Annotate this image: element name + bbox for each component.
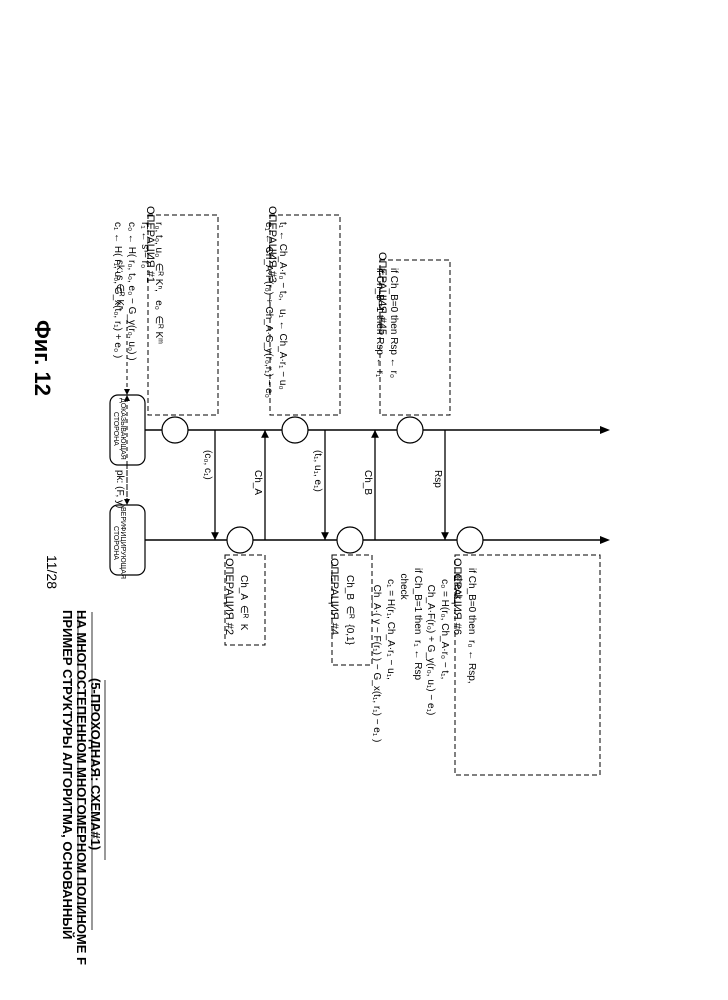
op45-body: if Ch_B=0 then Rsp ← r₀ if Ch_B=1 then R… bbox=[373, 268, 400, 378]
prover-node-label: ДОКАЗЫВАЮЩАЯ СТОРОНА bbox=[112, 398, 126, 460]
msg-chb: Ch_B bbox=[362, 470, 373, 495]
op4-body: Ch_B ∈ᴿ {0,1} bbox=[343, 575, 357, 645]
msg-rsp: Rsp bbox=[432, 470, 443, 488]
title-line-1: ПРИМЕР СТРУКТУРЫ АЛГОРИТМА, ОСНОВАННЫЙ bbox=[60, 610, 75, 939]
op2-body: Ch_A ∈ᴿ K bbox=[237, 575, 251, 630]
op1-body: r₀, t₀, u₀ ∈ᴿ Kⁿ, e₀ ∈ᴿ Kᵐ r₁ ← s − r₀ c… bbox=[111, 222, 165, 361]
msg-c0c1: (c₀, c₁) bbox=[202, 450, 213, 480]
pk-label: pk: (F, y) bbox=[114, 470, 125, 508]
figure-label: Фиг. 12 bbox=[29, 320, 55, 396]
msg-cha: Ch_A bbox=[252, 470, 263, 495]
diagram-svg bbox=[0, 0, 728, 1000]
op4-label: ОПЕРАЦИЯ #4 bbox=[328, 558, 340, 635]
page: 11/28 Фиг. 12 ПРИМЕР СТРУКТУРЫ АЛГОРИТМА… bbox=[0, 0, 728, 1000]
msg-t1u1e1: (t₁, u₁, e₁) bbox=[312, 450, 323, 492]
verifier-node-label: ВЕРИФИЦИРУЮЩАЯ СТОРОНА bbox=[112, 507, 126, 579]
op2-label: ОПЕРАЦИЯ #2 bbox=[223, 558, 235, 635]
op3-body: t₁ ← Ch_A·r₀ − t₀, u₁ ← Ch_A·r₁ − u₀ e₁ … bbox=[262, 222, 289, 398]
title-line-2: НА МНОГОСТЕПЕННОМ МНОГОМЕРНОМ ПОЛИНОМЕ F bbox=[74, 610, 89, 965]
op6-body: if Ch_B=0 then r₀ ← Rsp, check c₀ = H(r₀… bbox=[370, 568, 478, 742]
page-number: 11/28 bbox=[44, 555, 60, 589]
title-line-3: (5-ПРОХОДНАЯ: СХЕМА#1) bbox=[88, 678, 103, 850]
